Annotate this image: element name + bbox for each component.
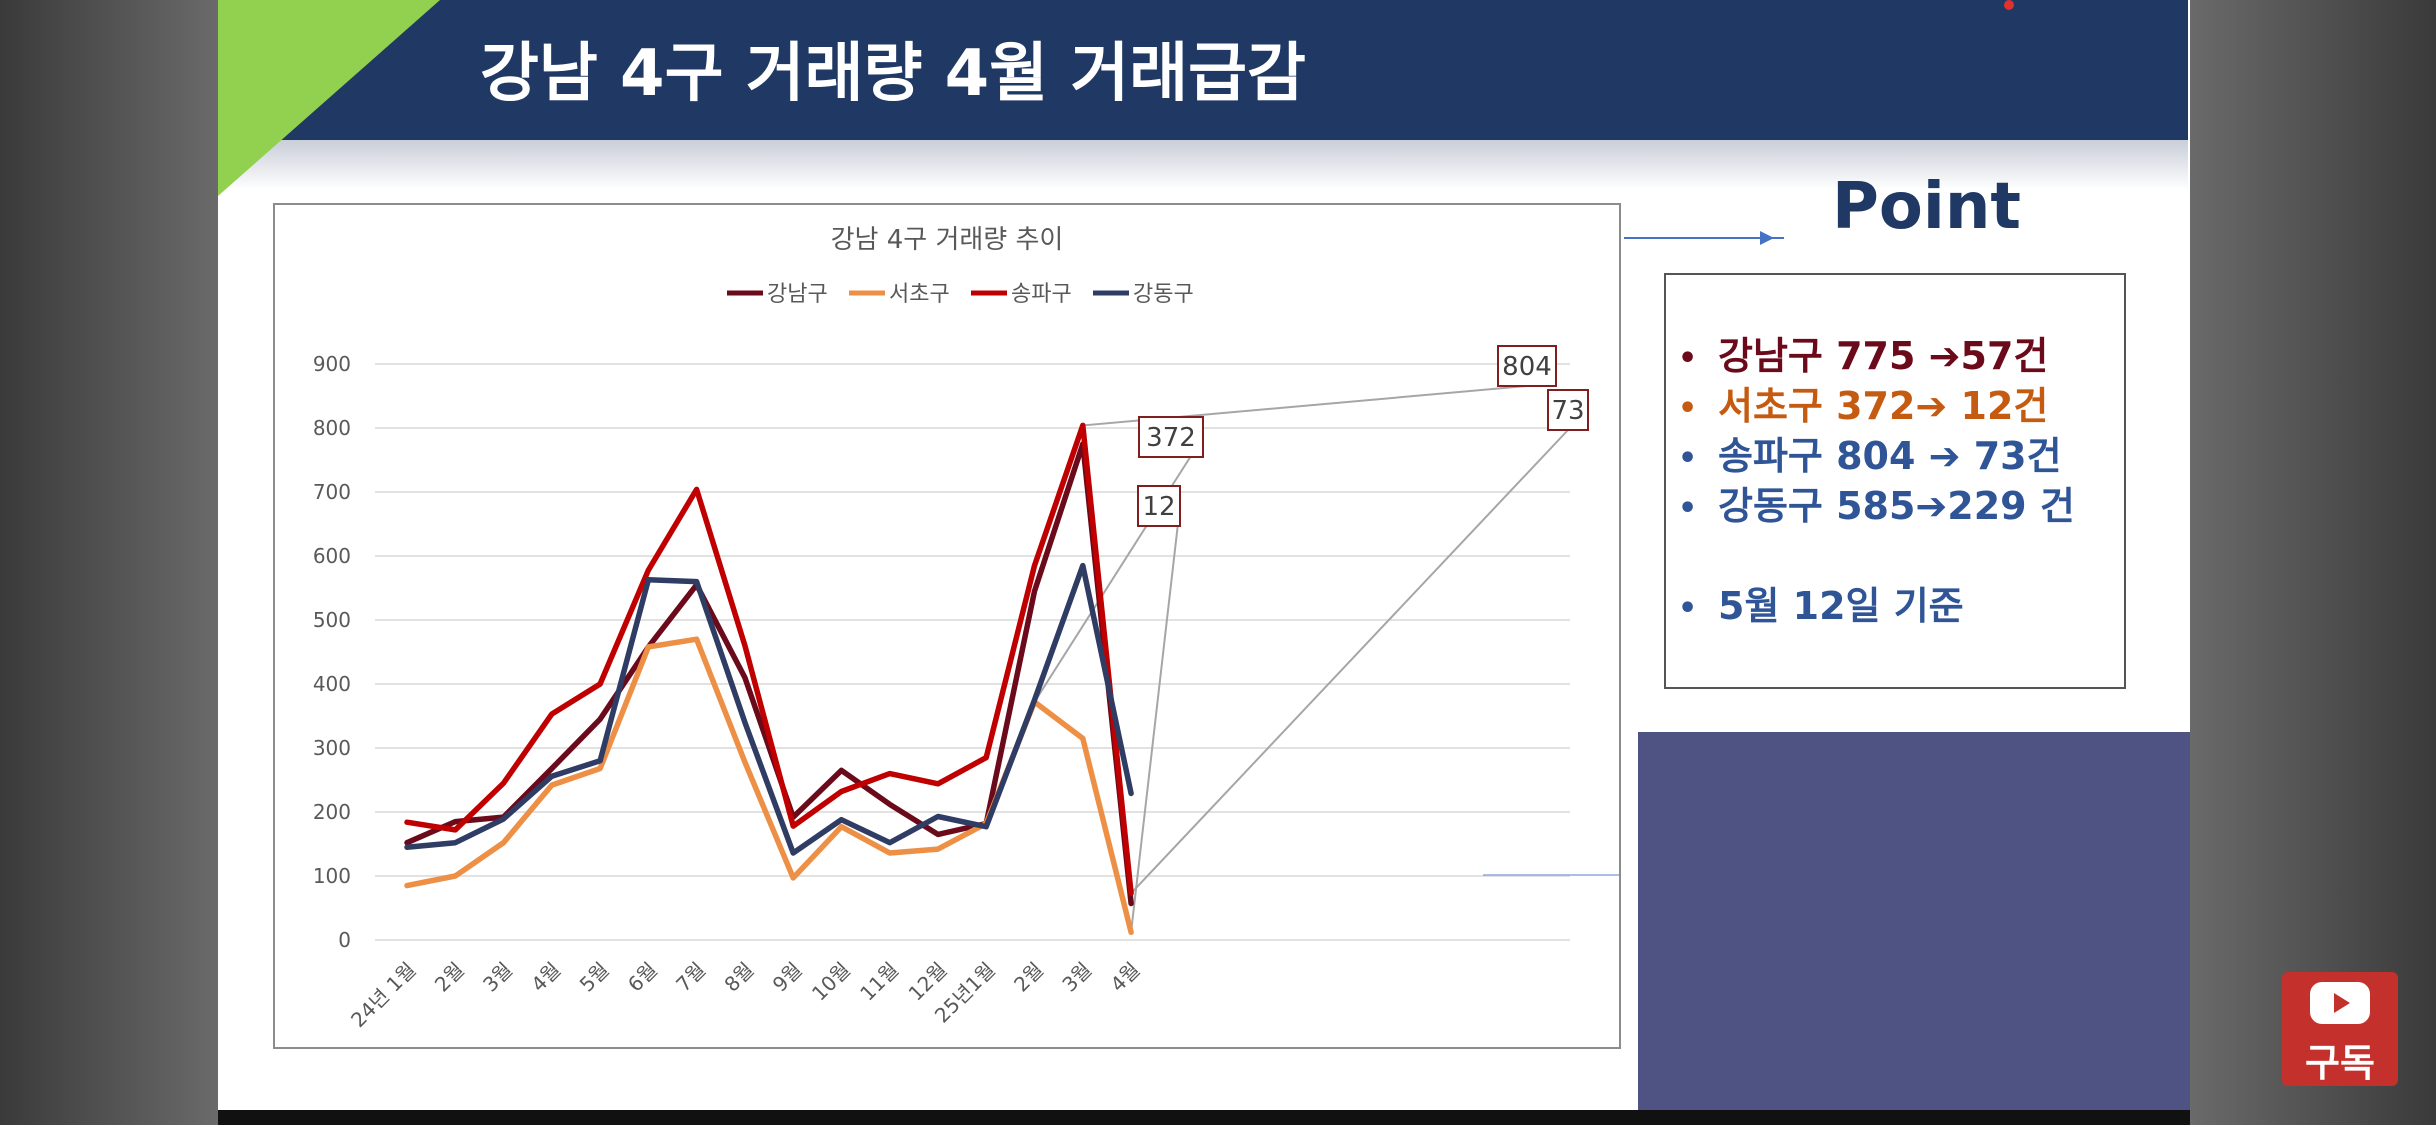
series-line-1: [404, 441, 1134, 907]
youtube-play-icon: [2310, 982, 2370, 1024]
callout-label-1: 804: [1502, 352, 1552, 382]
bottom-bar: [218, 1110, 2190, 1125]
point-item-gangnam: • 강남구 775 ➔57건: [1678, 325, 2048, 380]
pointer-arrow-line: [1624, 237, 1784, 239]
x-tick-label-4: 4월: [526, 958, 565, 997]
presentation-slide: 강남 4구 거래량 4월 거래급감 강남 4구 거래량 추이 강남구 서초구 송파구 강…: [218, 0, 2190, 1110]
x-tick-label-3: 3월: [478, 958, 517, 997]
legend-label-2: 서초구: [889, 282, 950, 307]
callout-leader-3: [1033, 436, 1204, 703]
y-tick-label-400: 400: [313, 672, 351, 696]
slide-header: [218, 0, 2188, 140]
decorative-navy-block: [1638, 732, 2190, 1110]
x-tick-label-10: 10월: [807, 958, 855, 1006]
x-tick-label-9: 9월: [768, 958, 807, 997]
y-tick-label-600: 600: [313, 544, 351, 568]
point-item-songpa: • 송파구 804 ➔ 73건: [1678, 425, 2062, 480]
bullet: •: [1678, 391, 1698, 426]
pointer-dot: [2004, 0, 2014, 10]
y-tick-label-100: 100: [313, 864, 351, 888]
x-tick-label-14: 2월: [1009, 958, 1048, 997]
point-box: • 강남구 775 ➔57건 • 서초구 372➔ 12건 • 송파구 804 ➔ 7…: [1664, 273, 2126, 689]
green-corner-triangle: [218, 0, 440, 196]
point-item-text: 서초구 372➔ 12건: [1718, 384, 2049, 428]
callout-leader-2: [1130, 429, 1569, 894]
series-line-3: [404, 422, 1134, 897]
bullet: •: [1678, 491, 1698, 526]
y-tick-label-200: 200: [313, 800, 351, 824]
callout-box-1: [1497, 345, 1557, 387]
x-tick-label-5: 5월: [575, 958, 614, 997]
point-item-seocho: • 서초구 372➔ 12건: [1678, 375, 2048, 430]
x-tick-label-1: 24년 1월: [346, 958, 420, 1032]
x-tick-label-15: 3월: [1057, 958, 1096, 997]
x-tick-label-8: 8월: [719, 958, 758, 997]
y-tick-label-300: 300: [313, 736, 351, 760]
x-tick-label-11: 11월: [855, 958, 903, 1006]
series-line-4: [404, 562, 1134, 856]
callout-leader-4: [1130, 505, 1181, 933]
y-tick-label-900: 900: [313, 352, 351, 376]
legend-label-3: 송파구: [1011, 282, 1072, 307]
callout-label-3: 372: [1146, 423, 1196, 453]
x-tick-label-16: 4월: [1106, 958, 1145, 997]
chart-title: 강남 4구 거래량 추이: [831, 225, 1064, 255]
subscribe-label: 구독: [2305, 1041, 2375, 1085]
legend-label-4: 강동구: [1133, 282, 1194, 307]
point-title: Point: [1832, 170, 2021, 244]
x-tick-label-6: 6월: [623, 958, 662, 997]
x-tick-label-2: 2월: [430, 958, 469, 997]
youtube-subscribe-button[interactable]: 구독: [2282, 972, 2398, 1086]
legend-label-1: 강남구: [767, 282, 828, 307]
slide-title: 강남 4구 거래량 4월 거래급감: [480, 37, 1306, 111]
arrow-right-icon: [1760, 231, 1774, 245]
y-tick-label-500: 500: [313, 608, 351, 632]
point-item-text: 5월 12일 기준: [1718, 584, 1964, 628]
point-item-text: 강동구 585➔229 건: [1718, 484, 2075, 528]
y-tick-label-700: 700: [313, 480, 351, 504]
callout-box-3: [1138, 416, 1204, 458]
point-item-date: • 5월 12일 기준: [1678, 575, 1964, 630]
y-tick-label-800: 800: [313, 416, 351, 440]
callout-label-2: 73: [1551, 396, 1584, 426]
y-tick-label-0: 0: [338, 928, 351, 952]
point-item-text: 송파구 804 ➔ 73건: [1718, 434, 2062, 478]
x-tick-label-7: 7월: [671, 958, 710, 997]
header-fade: [218, 140, 2188, 190]
bullet: •: [1678, 341, 1698, 376]
bullet: •: [1678, 591, 1698, 626]
callout-box-4: [1137, 485, 1181, 527]
callout-box-2: [1547, 389, 1589, 431]
callout-label-4: 12: [1142, 492, 1175, 522]
bullet: •: [1678, 441, 1698, 476]
background-left: [0, 0, 218, 1125]
background-right: [2190, 0, 2436, 1125]
point-item-gangdong: • 강동구 585➔229 건: [1678, 475, 2075, 530]
point-item-text: 강남구 775 ➔57건: [1718, 334, 2049, 378]
